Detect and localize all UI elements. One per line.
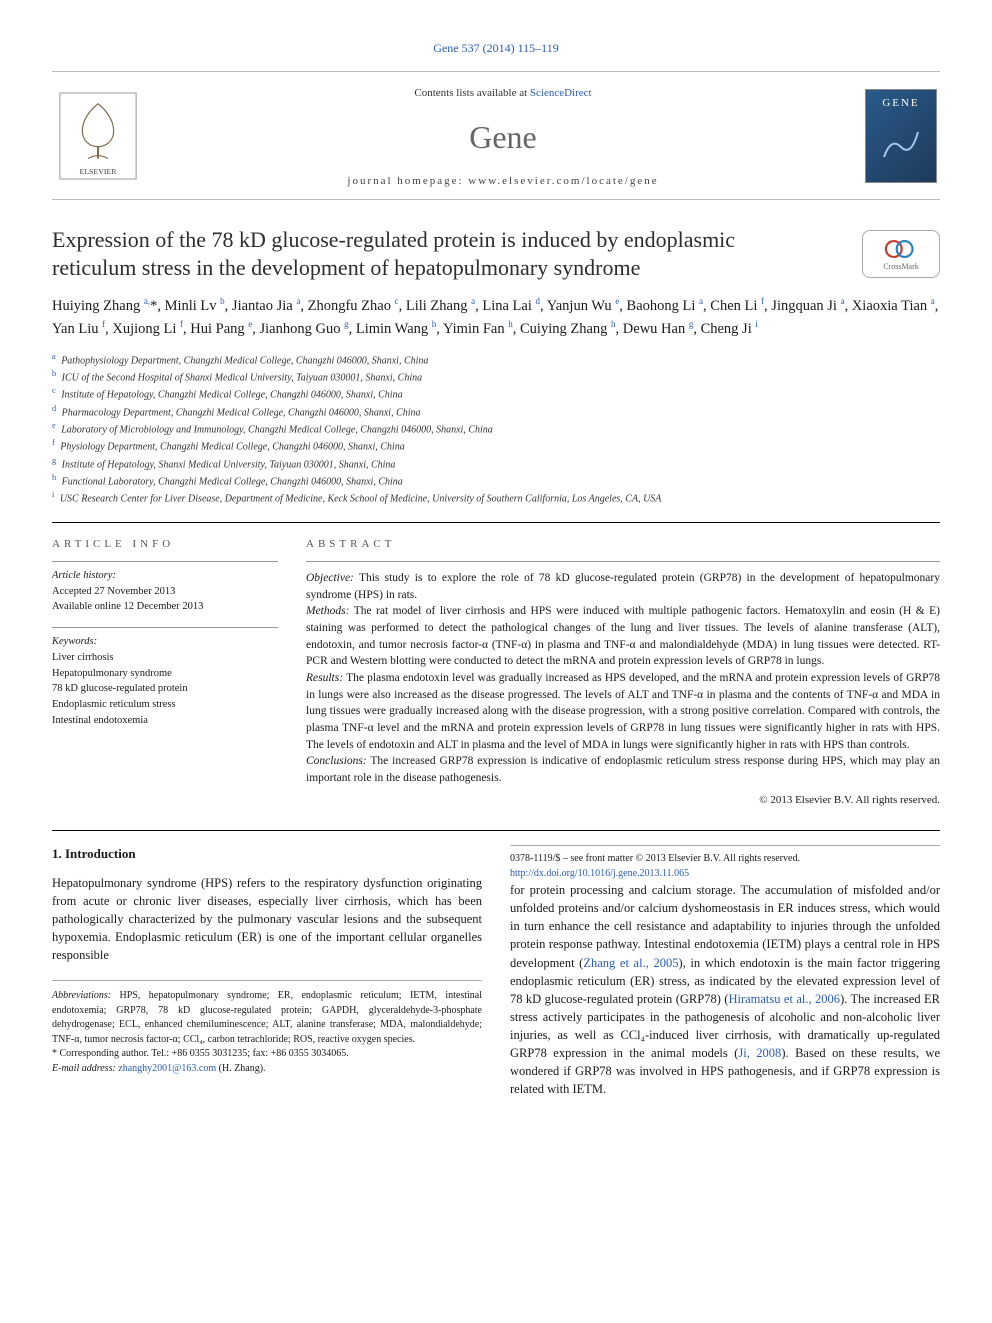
keyword: 78 kD glucose-regulated protein [52,681,278,697]
article-info-heading: ARTICLE INFO [52,537,278,552]
article-info-column: ARTICLE INFO Article history: Accepted 2… [52,537,278,808]
keyword: Liver cirrhosis [52,650,278,666]
keyword: Endoplasmic reticulum stress [52,697,278,713]
abstract-text: Objective: This study is to explore the … [306,570,940,787]
journal-name: Gene [162,115,844,160]
article-history: Article history: Accepted 27 November 20… [52,568,278,615]
doi-link[interactable]: http://dx.doi.org/10.1016/j.gene.2013.11… [510,868,689,879]
email-head: E-mail address: [52,1063,116,1074]
conclusions-head: Conclusions: [306,755,367,767]
paper-title: Expression of the 78 kD glucose-regulate… [52,226,812,281]
cite-hiramatsu2006[interactable]: Hiramatsu et al., 2006 [728,992,840,1006]
abstract-copyright: © 2013 Elsevier B.V. All rights reserved… [306,793,940,808]
abbrev-text: HPS, hepatopulmonary syndrome; ER, endop… [52,990,482,1045]
sciencedirect-link[interactable]: ScienceDirect [530,87,592,99]
email-who: (H. Zhang). [219,1063,266,1074]
svg-text:ELSEVIER: ELSEVIER [80,167,118,176]
objective-head: Objective: [306,572,354,584]
author-list: Huiying Zhang a,*, Minli Lv b, Jiantao J… [52,295,940,340]
keywords-head: Keywords: [52,634,278,650]
journal-header: ELSEVIER Contents lists available at Sci… [52,71,940,201]
contents-line: Contents lists available at ScienceDirec… [162,86,844,101]
objective-text: This study is to explore the role of 78 … [306,572,940,601]
intro-p2: for protein processing and calcium stora… [510,881,940,1099]
elsevier-logo: ELSEVIER [52,82,144,190]
affiliation-line: h Functional Laboratory, Changzhi Medica… [52,472,940,489]
top-citation: Gene 537 (2014) 115–119 [52,40,940,57]
abbrev-head: Abbreviations: [52,990,111,1001]
elsevier-tree-icon: ELSEVIER [58,92,138,180]
abstract-column: ABSTRACT Objective: This study is to exp… [306,537,940,808]
body-columns: 1. Introduction Hepatopulmonary syndrome… [52,845,940,1099]
methods-text: The rat model of liver cirrhosis and HPS… [306,605,940,667]
affiliation-line: d Pharmacology Department, Changzhi Medi… [52,403,940,420]
divider-top [52,522,940,523]
keyword: Hepatopulmonary syndrome [52,666,278,682]
divider-bottom [52,830,940,831]
abstract-heading: ABSTRACT [306,537,940,552]
online-date: Available online 12 December 2013 [52,599,278,615]
affiliation-line: e Laboratory of Microbiology and Immunol… [52,420,940,437]
affiliation-line: i USC Research Center for Liver Disease,… [52,489,940,506]
journal-homepage: journal homepage: www.elsevier.com/locat… [162,174,844,189]
intro-heading: 1. Introduction [52,845,482,864]
results-text: The plasma endotoxin level was gradually… [306,672,940,751]
header-center: Contents lists available at ScienceDirec… [162,82,844,190]
affiliation-line: c Institute of Hepatology, Changzhi Medi… [52,385,940,402]
intro-p1: Hepatopulmonary syndrome (HPS) refers to… [52,874,482,965]
contents-prefix: Contents lists available at [414,87,529,99]
cite-zhang2005[interactable]: Zhang et al., 2005 [583,956,678,970]
conclusions-text: The increased GRP78 expression is indica… [306,755,940,784]
keywords-block: Keywords: Liver cirrhosisHepatopulmonary… [52,634,278,729]
email-link[interactable]: zhanghy2001@163.com [118,1063,216,1074]
cite-ji2008[interactable]: Ji, 2008 [738,1046,781,1060]
journal-cover: GENE [862,82,940,190]
issn-line: 0378-1119/$ – see front matter © 2013 El… [510,852,940,867]
cover-text: GENE [882,96,919,111]
corresponding-author: * Corresponding author. Tel.: +86 0355 3… [52,1047,482,1062]
affiliation-line: b ICU of the Second Hospital of Shanxi M… [52,368,940,385]
info-abstract-row: ARTICLE INFO Article history: Accepted 2… [52,537,940,808]
title-block: Expression of the 78 kD glucose-regulate… [52,226,940,281]
affiliation-line: a Pathophysiology Department, Changzhi M… [52,351,940,368]
crossmark-label: CrossMark [883,261,919,272]
footnotes: Abbreviations: HPS, hepatopulmonary synd… [52,980,482,1076]
top-citation-link[interactable]: Gene 537 (2014) 115–119 [433,41,558,55]
history-head: Article history: [52,568,278,584]
affiliations: a Pathophysiology Department, Changzhi M… [52,351,940,507]
affiliation-line: g Institute of Hepatology, Shanxi Medica… [52,455,940,472]
keyword: Intestinal endotoxemia [52,713,278,729]
crossmark-badge[interactable]: CrossMark [862,230,940,278]
methods-head: Methods: [306,605,349,617]
accepted-date: Accepted 27 November 2013 [52,584,278,600]
crossmark-icon [883,237,919,261]
results-head: Results: [306,672,343,684]
bottom-block: 0378-1119/$ – see front matter © 2013 El… [510,845,940,881]
affiliation-line: f Physiology Department, Changzhi Medica… [52,437,940,454]
